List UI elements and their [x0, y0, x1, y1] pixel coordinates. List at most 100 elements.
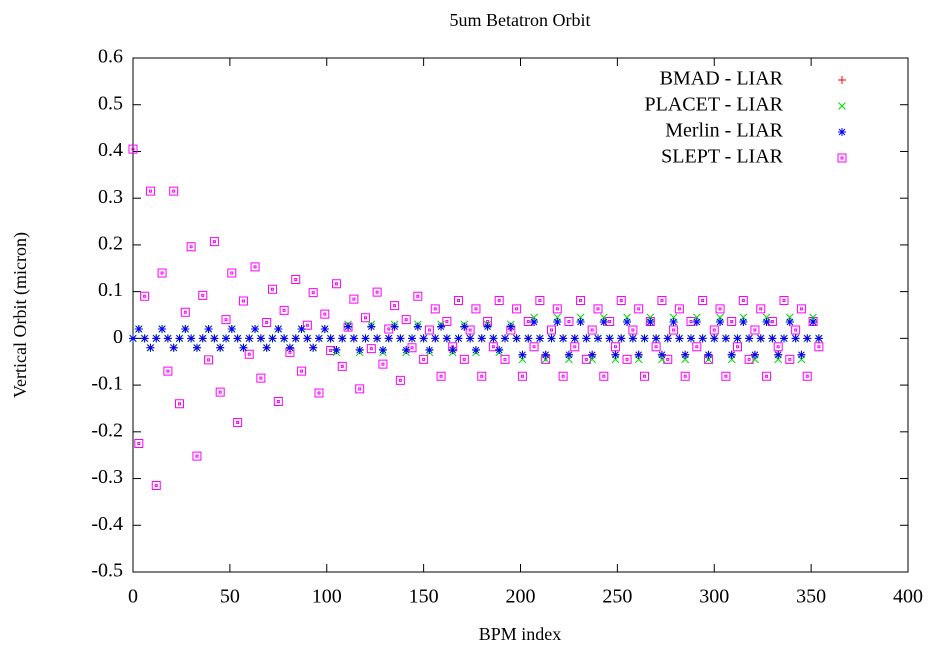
- point: [750, 325, 760, 335]
- point: [180, 307, 190, 317]
- point: [594, 334, 602, 343]
- point: [535, 296, 545, 306]
- point: [733, 342, 742, 352]
- point: [495, 346, 504, 355]
- point: [378, 346, 387, 355]
- point: [431, 334, 440, 343]
- x-tick-label: 400: [893, 586, 923, 608]
- point: [733, 334, 742, 343]
- point: [163, 334, 172, 343]
- point: [222, 334, 230, 343]
- y-tick-label: 0.6: [98, 46, 123, 68]
- point: [710, 334, 719, 343]
- point: [547, 325, 556, 335]
- point: [373, 334, 382, 343]
- point: [471, 346, 480, 355]
- point: [233, 417, 243, 427]
- point: [500, 354, 510, 364]
- point: [582, 334, 591, 343]
- point: [797, 350, 806, 359]
- point: [145, 186, 155, 196]
- x-axis-label: BPM index: [479, 624, 562, 644]
- point: [361, 334, 370, 343]
- point: [157, 268, 167, 278]
- point: [791, 325, 801, 335]
- point: [140, 334, 149, 343]
- chart-title: 5um Betatron Orbit: [450, 10, 591, 30]
- point: [477, 371, 487, 381]
- point: [605, 317, 615, 327]
- point: [256, 373, 266, 383]
- point: [779, 296, 789, 306]
- x-tick-label: 300: [699, 586, 729, 608]
- point: [448, 342, 458, 352]
- legend-label: PLACET - LIAR: [644, 94, 783, 116]
- point: [366, 344, 376, 354]
- point: [587, 325, 597, 335]
- point: [716, 318, 725, 327]
- point: [315, 334, 323, 343]
- point: [564, 350, 573, 359]
- point: [692, 318, 701, 327]
- point: [129, 334, 137, 343]
- point: [215, 387, 225, 397]
- point: [529, 342, 539, 352]
- point: [617, 334, 626, 343]
- point: [773, 342, 783, 352]
- point: [198, 334, 207, 343]
- point: [233, 334, 242, 343]
- point: [657, 296, 667, 306]
- point: [599, 318, 608, 327]
- legend-label: SLEPT - LIAR: [661, 146, 784, 168]
- point: [256, 334, 265, 343]
- point: [187, 334, 196, 343]
- point: [158, 325, 167, 334]
- point: [501, 334, 509, 343]
- point: [634, 350, 643, 359]
- y-tick-label: -0.1: [91, 373, 123, 395]
- point: [715, 304, 725, 314]
- point: [239, 343, 248, 352]
- point: [756, 304, 766, 314]
- point: [221, 315, 231, 325]
- point: [192, 451, 202, 461]
- x-tick-label: 0: [128, 586, 138, 608]
- point: [378, 359, 388, 369]
- point: [646, 318, 655, 327]
- point: [186, 242, 196, 252]
- point: [530, 318, 539, 327]
- point: [198, 290, 208, 300]
- point: [436, 371, 446, 381]
- point: [425, 346, 434, 355]
- point: [134, 325, 143, 334]
- point: [210, 334, 219, 343]
- point: [204, 325, 213, 334]
- point: [424, 325, 434, 335]
- point: [320, 309, 330, 319]
- point: [628, 334, 637, 343]
- point: [169, 343, 178, 352]
- point: [175, 334, 184, 343]
- point: [291, 334, 300, 343]
- point: [780, 334, 788, 343]
- point: [152, 334, 161, 343]
- y-tick-label: 0: [113, 326, 123, 348]
- point: [408, 334, 416, 343]
- point: [768, 334, 777, 343]
- x-tick-label: 350: [796, 586, 826, 608]
- point: [512, 304, 522, 314]
- point: [553, 318, 562, 327]
- point: [169, 186, 179, 196]
- point: [651, 342, 661, 352]
- point: [652, 334, 661, 343]
- y-tick-label: -0.5: [91, 560, 123, 582]
- point: [338, 334, 347, 343]
- point: [151, 481, 161, 491]
- point: [442, 334, 451, 343]
- point: [372, 287, 382, 297]
- point: [332, 346, 341, 355]
- point: [570, 342, 580, 352]
- point: [681, 350, 690, 359]
- point: [675, 334, 684, 343]
- point: [216, 343, 225, 352]
